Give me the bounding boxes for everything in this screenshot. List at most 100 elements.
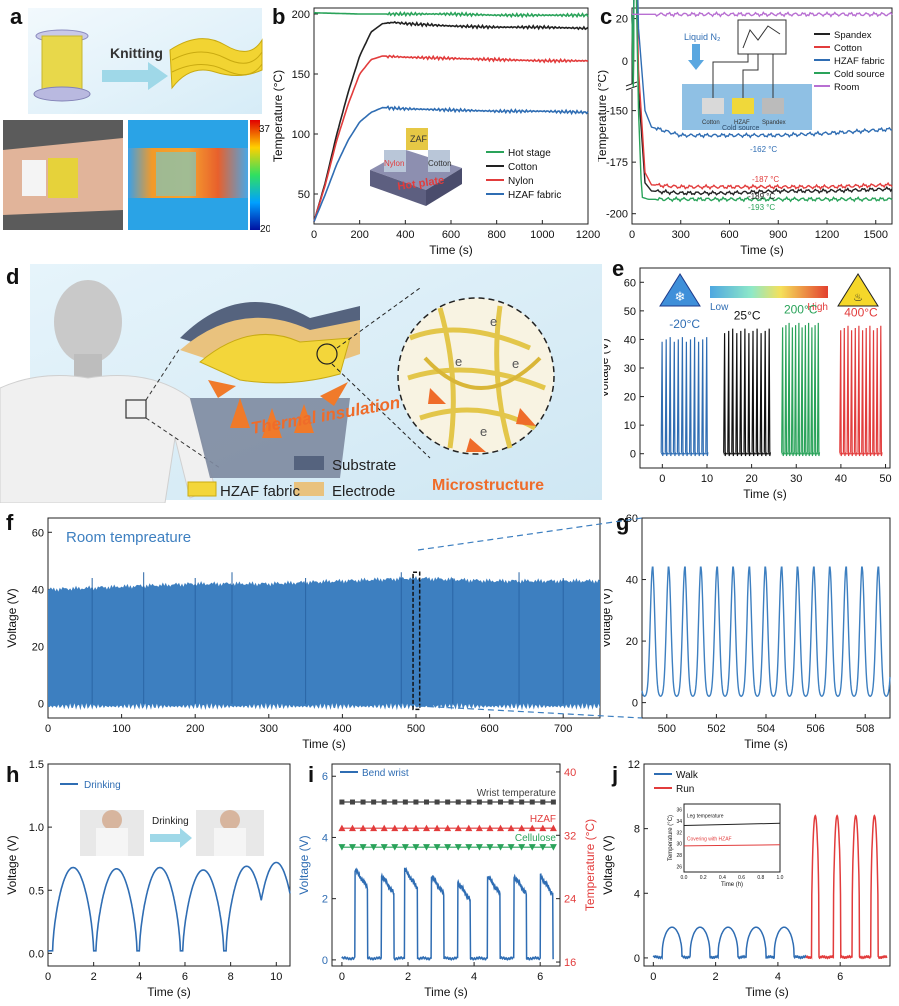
y-tick-label: 8: [634, 824, 640, 836]
zoom-region-box: [412, 571, 421, 711]
temp-marker: [413, 799, 419, 805]
knitting-label: Knitting: [110, 45, 163, 61]
inset-frame: [683, 803, 781, 873]
annotation-label: -187 °C: [752, 175, 779, 184]
x-tick-label: 200: [350, 229, 368, 241]
temp-marker: [507, 824, 515, 832]
temp-marker: [519, 799, 525, 805]
y2-tick-label: 24: [564, 894, 576, 906]
panel-letter-e: e: [612, 256, 625, 281]
x-tick-label: 300: [260, 723, 278, 735]
annotation-label: -162 °C: [750, 145, 777, 154]
temp-marker: [338, 824, 346, 832]
y-tick-label: -175: [606, 157, 628, 169]
temp-marker: [371, 799, 377, 805]
temperature-gradient-bar: [710, 286, 828, 298]
hzaf-sample: [732, 98, 754, 114]
bend-wrist-line: [341, 866, 555, 961]
y-tick-label: 30: [624, 363, 636, 375]
y-tick-label: 60: [624, 277, 636, 289]
temperature-inset: 0.0 0.2 0.4 0.6 0.8 1.0 26 28 30 32 34 36 Time (h) Te…: [668, 803, 784, 888]
probe-wire: [742, 54, 759, 98]
temp-marker: [423, 844, 431, 851]
chart-c: 0 300 600 900 1200 1500 0 20 -150 -175 -200 Time (s…: [598, 0, 893, 257]
panel-letter-a: a: [10, 4, 23, 29]
voltage-group-2: [781, 322, 821, 457]
inset-y-tick: 30: [676, 842, 682, 848]
temp-marker: [380, 824, 388, 832]
legend-label: Cold source: [834, 69, 885, 80]
temp-marker: [550, 799, 556, 805]
y2-axis-label: Temperature (°C): [583, 819, 597, 911]
panel-letter-d: d: [6, 264, 20, 289]
temp-marker: [518, 824, 526, 832]
legend-label: Cotton: [834, 43, 862, 54]
group-label: 25°C: [734, 308, 761, 322]
drinking-arrow-label: Drinking: [152, 816, 189, 827]
x-tick-label: 300: [672, 229, 690, 241]
inset-nylon-label: Nylon: [384, 159, 404, 168]
voltage-group-3: [839, 325, 883, 457]
x-tick-label: 1200: [576, 229, 600, 241]
series-line-hzaf-fabric: [631, 0, 893, 139]
temp-marker: [475, 824, 483, 832]
x-tick-label: 0: [629, 229, 635, 241]
temp-marker: [444, 844, 452, 851]
microstructure-label: Microstructure: [432, 477, 544, 494]
zoom-voltage-line: [641, 566, 891, 698]
substrate-swatch: [294, 456, 324, 470]
series-line-cotton: [631, 0, 893, 191]
temp-marker: [475, 844, 483, 851]
temp-marker: [412, 824, 420, 832]
panel-letter-i: i: [308, 762, 315, 787]
y-tick-label: 4: [322, 832, 328, 844]
voltage-envelope-area: [48, 575, 600, 711]
arm-photo: [3, 120, 123, 230]
temp-marker: [497, 824, 505, 832]
temp-marker: [433, 824, 441, 832]
inset-cotton-label: Cotton: [428, 159, 452, 168]
y-tick-label: 0.0: [29, 948, 44, 960]
chart-b: 0 200 400 600 800 1000 1200 50 100 150 200 Time (s)…: [271, 7, 600, 257]
temp-marker: [465, 844, 473, 851]
x-tick-label: 1000: [530, 229, 554, 241]
series-line-room: [632, 10, 893, 18]
inset-y-tick: 34: [676, 819, 682, 825]
y2-tick-label: 32: [564, 830, 576, 842]
panel-letter-b: b: [272, 4, 286, 29]
x-tick-label: 600: [480, 723, 498, 735]
temp-marker: [487, 799, 493, 805]
plot-frame: [631, 7, 893, 225]
temp-marker: [412, 844, 420, 851]
nylon-block: [384, 150, 406, 172]
x-tick-label: 8: [228, 971, 234, 983]
walk-line: [652, 926, 807, 961]
panel-letter-h: h: [6, 762, 20, 787]
y-tick-label: 20: [624, 392, 636, 404]
temp-marker: [445, 799, 451, 805]
x-axis-label: Time (s): [743, 487, 787, 501]
axis-break: [627, 84, 637, 89]
temp-marker: [539, 824, 547, 832]
temp-marker: [339, 799, 345, 805]
y-tick-label: -150: [606, 106, 628, 118]
inset-cold-label: Cold source: [722, 125, 759, 132]
y-tick-label: 100: [292, 129, 310, 141]
x-axis-label: Time (s): [147, 985, 191, 999]
x-tick-label: 500: [658, 723, 676, 735]
x-tick-label: 2: [91, 971, 97, 983]
temp-marker: [465, 824, 473, 832]
chart-h: 0 2 4 6 8 10 0.0 0.5 1.0 1.5 Time (s) Voltage (V) Dr…: [5, 759, 291, 999]
fabric-legend-label: HZAF fabric: [220, 483, 301, 500]
knitting-arrow-icon: [102, 62, 168, 90]
temp-marker: [359, 824, 367, 832]
group-label: 400°C: [844, 306, 878, 320]
x-tick-label: 2: [405, 971, 411, 983]
group-label: 200°C: [784, 303, 818, 317]
y-axis-label: Voltage (V): [5, 588, 19, 647]
y-tick-label: 2: [322, 894, 328, 906]
temp-marker: [486, 824, 494, 832]
inset-leg-label: Leg temperature: [687, 814, 724, 820]
